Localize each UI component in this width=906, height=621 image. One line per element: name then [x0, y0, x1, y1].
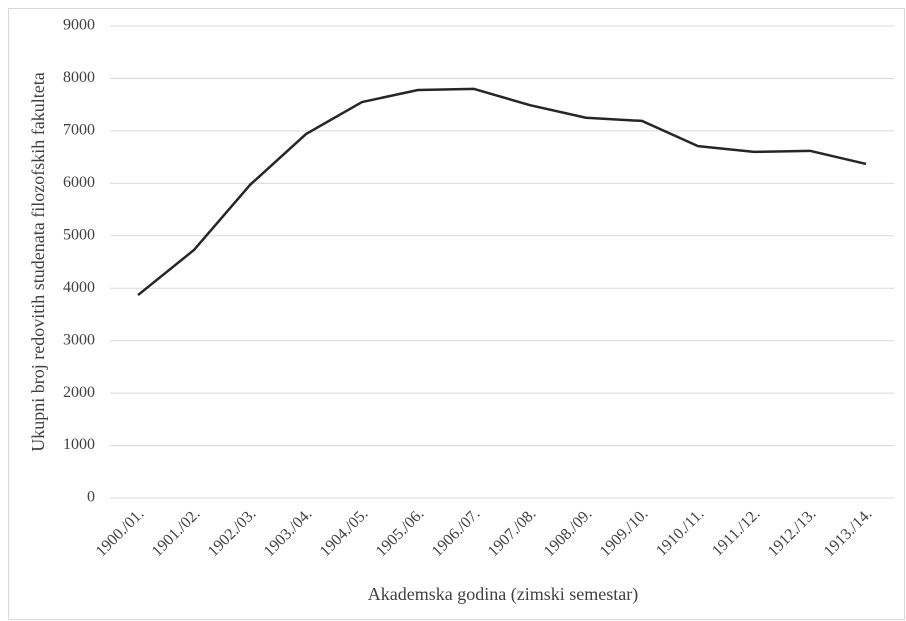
- y-tick-label: 5000: [63, 226, 95, 243]
- y-tick-label: 0: [87, 489, 95, 506]
- y-tick-label: 8000: [63, 69, 95, 86]
- x-tick-label: 1905./06.: [373, 505, 428, 560]
- x-tick-label: 1911./12.: [709, 505, 763, 559]
- x-tick-label: 1910./11.: [653, 505, 707, 559]
- y-tick-label: 7000: [63, 122, 95, 139]
- x-tick-label: 1913./14.: [821, 505, 876, 560]
- x-tick-label: 1904./05.: [317, 505, 372, 560]
- x-tick-label: 1903./04.: [261, 505, 316, 560]
- x-tick-label: 1909./10.: [597, 505, 652, 560]
- y-tick-label: 9000: [63, 17, 95, 34]
- data-line: [137, 87, 867, 297]
- y-tick-label: 4000: [63, 279, 95, 296]
- x-tick-label: 1907./08.: [485, 505, 540, 560]
- x-tick-label: 1900./01.: [93, 505, 148, 560]
- x-tick-label: 1912./13.: [765, 505, 820, 560]
- y-tick-label: 6000: [63, 174, 95, 191]
- x-tick-label: 1906./07.: [429, 505, 484, 560]
- x-axis-title: Akademska godina (zimski semestar): [368, 584, 638, 605]
- x-tick-label: 1908./09.: [541, 505, 596, 560]
- y-axis-title: Ukupni broj redovitih studenata filozofs…: [28, 72, 48, 451]
- y-tick-label: 1000: [63, 436, 95, 453]
- x-tick-label: 1901./02.: [149, 505, 204, 560]
- y-tick-label: 3000: [63, 331, 95, 348]
- x-tick-label: 1902./03.: [205, 505, 260, 560]
- chart-frame: [8, 8, 905, 620]
- y-tick-label: 2000: [63, 384, 95, 401]
